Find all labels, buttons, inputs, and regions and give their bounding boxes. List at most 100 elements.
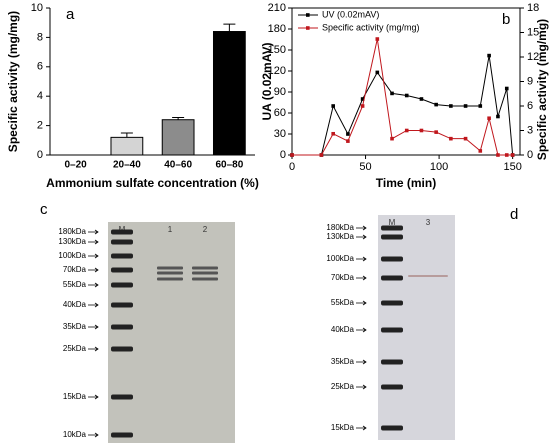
marker-label: 100kDa [326, 254, 354, 263]
bar [110, 136, 144, 156]
point [346, 132, 350, 136]
y2-tick-label: 3 [527, 124, 533, 136]
point [360, 97, 365, 101]
ladder-band [381, 225, 403, 231]
protein-band [157, 266, 183, 270]
point [419, 128, 424, 133]
marker-arrow [356, 425, 367, 431]
ladder-band [381, 234, 403, 240]
marker-arrow [88, 253, 99, 259]
panel-label: d [510, 206, 518, 223]
x-tick-label: 20–40 [113, 160, 141, 171]
protein-band [408, 275, 448, 277]
x-tick-label: 60–80 [215, 160, 243, 171]
legend-marker [306, 26, 310, 30]
y-tick-label: 8 [37, 31, 43, 43]
point [331, 104, 335, 108]
x-tick-label: 150 [503, 161, 521, 173]
protein-band [157, 277, 183, 281]
marker-label: 10kDa [63, 430, 87, 439]
point [510, 153, 515, 157]
x-axis-title: Time (min) [376, 176, 436, 190]
point [434, 130, 438, 134]
protein-band [192, 277, 218, 281]
marker-label: 25kDa [331, 382, 355, 391]
marker-label: 130kDa [58, 237, 86, 246]
y-tick-label: 4 [37, 90, 43, 102]
ladder-band [111, 346, 133, 352]
ladder-band [381, 275, 403, 281]
marker-label: 180kDa [326, 223, 354, 232]
marker-arrow [88, 324, 99, 330]
point [463, 136, 468, 141]
point [390, 91, 394, 96]
ladder-band [111, 432, 133, 438]
ladder-band [111, 229, 133, 235]
marker-arrow [88, 282, 99, 288]
y2-axis-title: Specific activity (mg/mg) [535, 19, 549, 160]
marker-label: 70kDa [63, 265, 87, 274]
error-bar [223, 23, 236, 32]
marker-arrow [88, 229, 99, 235]
ladder-band [381, 359, 403, 365]
gel [108, 222, 235, 443]
ladder-band [111, 267, 133, 273]
point [360, 104, 365, 108]
marker-label: 35kDa [63, 322, 87, 331]
y2-tick-label: 0 [527, 149, 533, 161]
x-tick-label: 40–60 [164, 160, 192, 171]
error-bar [172, 117, 185, 120]
ladder-band [381, 425, 403, 431]
ladder-band [111, 253, 133, 259]
marker-arrow [88, 239, 99, 245]
point [496, 153, 500, 157]
ladder-band [111, 282, 133, 288]
marker-arrow [356, 256, 367, 262]
point [496, 114, 500, 119]
marker-arrow [88, 432, 99, 438]
ladder-band [381, 384, 403, 390]
y2-tick-label: 9 [527, 75, 533, 87]
marker-arrow [356, 327, 367, 333]
legend-label: UV (0.02mAV) [322, 9, 379, 19]
marker-label: 15kDa [331, 423, 355, 432]
marker-label: 55kDa [331, 298, 355, 307]
point [487, 53, 491, 58]
y-axis-title: Specific activity (mg/mg) [6, 11, 20, 152]
x-tick-label: 0–20 [65, 160, 88, 171]
marker-label: 25kDa [63, 344, 87, 353]
point [449, 104, 453, 108]
y-tick-label: 2 [37, 120, 43, 132]
bar [212, 31, 246, 156]
marker-label: 70kDa [331, 273, 355, 282]
marker-arrow [88, 394, 99, 400]
ladder-band [111, 324, 133, 330]
ladder-band [111, 302, 133, 308]
x-tick-label: 50 [359, 161, 371, 173]
marker-label: 55kDa [63, 280, 87, 289]
marker-label: 35kDa [331, 357, 355, 366]
marker-arrow [88, 302, 99, 308]
marker-arrow [356, 225, 367, 231]
point [319, 153, 324, 157]
protein-band [192, 266, 218, 270]
x-tick-label: 0 [289, 161, 295, 173]
point [449, 136, 453, 141]
panel-label: a [66, 6, 75, 23]
lane-label: 3 [426, 218, 431, 227]
x-axis-title: Ammonium sulfate concentration (%) [46, 176, 259, 190]
y-tick-label: 0 [37, 149, 43, 161]
y-tick-label: 210 [268, 2, 286, 14]
y-tick-label: 10 [31, 2, 43, 14]
x-tick-label: 100 [430, 161, 448, 173]
marker-label: 40kDa [63, 300, 87, 309]
lane-label: M [389, 218, 396, 227]
y-axis-title: UA (0.02mAV) [260, 42, 274, 120]
point [478, 104, 483, 108]
error-bar [120, 132, 133, 138]
legend-label: Specific activity (mg/mg) [322, 22, 420, 32]
marker-arrow [356, 275, 367, 281]
lane-label: 1 [168, 225, 173, 234]
point [346, 139, 350, 143]
